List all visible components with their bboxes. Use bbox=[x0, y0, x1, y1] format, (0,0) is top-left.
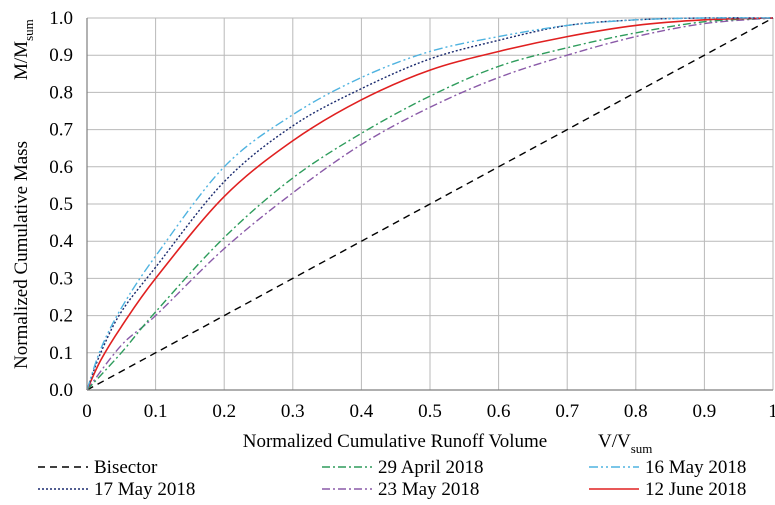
x-tick-label: 0.3 bbox=[281, 401, 305, 422]
y-tick-label: 0.2 bbox=[49, 306, 73, 327]
legend-label-17-may-2018: 17 May 2018 bbox=[94, 479, 195, 500]
legend-label-12-june-2018: 12 June 2018 bbox=[645, 479, 746, 500]
series-line-12-june-2018 bbox=[86, 17, 774, 391]
x-tick-label: 0.8 bbox=[624, 401, 648, 422]
plot-series bbox=[86, 17, 774, 391]
y-axis-title: Normalized Cumulative Mass bbox=[11, 141, 32, 369]
y-tick-label: 0.8 bbox=[49, 82, 73, 103]
y-tick-label: 0.1 bbox=[49, 343, 73, 364]
y-tick-label: 0.4 bbox=[49, 231, 73, 252]
axes bbox=[86, 18, 773, 391]
series-line-23-may-2018 bbox=[86, 17, 774, 391]
legend-label-23-may-2018: 23 May 2018 bbox=[378, 479, 479, 500]
x-tick-labels: 0 0.1 0.2 0.3 0.4 0.5 0.6 0.7 0.8 0.9 1 bbox=[82, 401, 775, 422]
y-axis-symbol-main: M/M bbox=[11, 41, 32, 80]
y-tick-label: 0.0 bbox=[49, 380, 73, 401]
x-axis-title: Normalized Cumulative Runoff Volume bbox=[243, 431, 548, 452]
x-tick-label: 0.6 bbox=[487, 401, 511, 422]
y-tick-label: 0.7 bbox=[49, 120, 73, 141]
x-tick-label: 0.9 bbox=[693, 401, 717, 422]
legend: Bisector 29 April 2018 16 May 2018 17 May 2… bbox=[38, 457, 746, 500]
legend-label-16-may-2018: 16 May 2018 bbox=[645, 457, 746, 478]
y-tick-label: 0.6 bbox=[49, 157, 73, 178]
x-tick-label: 0 bbox=[82, 401, 92, 422]
y-tick-label: 0.5 bbox=[49, 194, 73, 215]
x-axis-symbol-main: V/V bbox=[598, 431, 631, 452]
y-tick-label: 0.9 bbox=[49, 45, 73, 66]
legend-label-29-april-2018: 29 April 2018 bbox=[378, 457, 484, 478]
x-tick-label: 0.5 bbox=[418, 401, 442, 422]
series-line-16-may-2018 bbox=[86, 17, 774, 391]
x-axis-symbol: V/Vsum bbox=[598, 431, 652, 456]
y-tick-label: 1.0 bbox=[49, 8, 73, 29]
series-line-29-april-2018 bbox=[86, 17, 774, 391]
y-axis-symbol: M/Msum bbox=[11, 19, 36, 80]
x-tick-label: 0.1 bbox=[144, 401, 168, 422]
y-axis-symbol-sub: sum bbox=[21, 19, 36, 41]
x-tick-label: 0.2 bbox=[212, 401, 236, 422]
legend-label-bisector: Bisector bbox=[94, 457, 158, 478]
x-axis-symbol-sub: sum bbox=[631, 441, 653, 456]
x-tick-label: 1 bbox=[768, 401, 775, 422]
y-tick-label: 0.3 bbox=[49, 268, 73, 289]
x-tick-label: 0.4 bbox=[350, 401, 374, 422]
x-tick-label: 0.7 bbox=[555, 401, 579, 422]
y-tick-labels: 0.0 0.1 0.2 0.3 0.4 0.5 0.6 0.7 0.8 0.9 1.0 bbox=[49, 8, 73, 401]
series-line-bisector bbox=[86, 17, 774, 391]
